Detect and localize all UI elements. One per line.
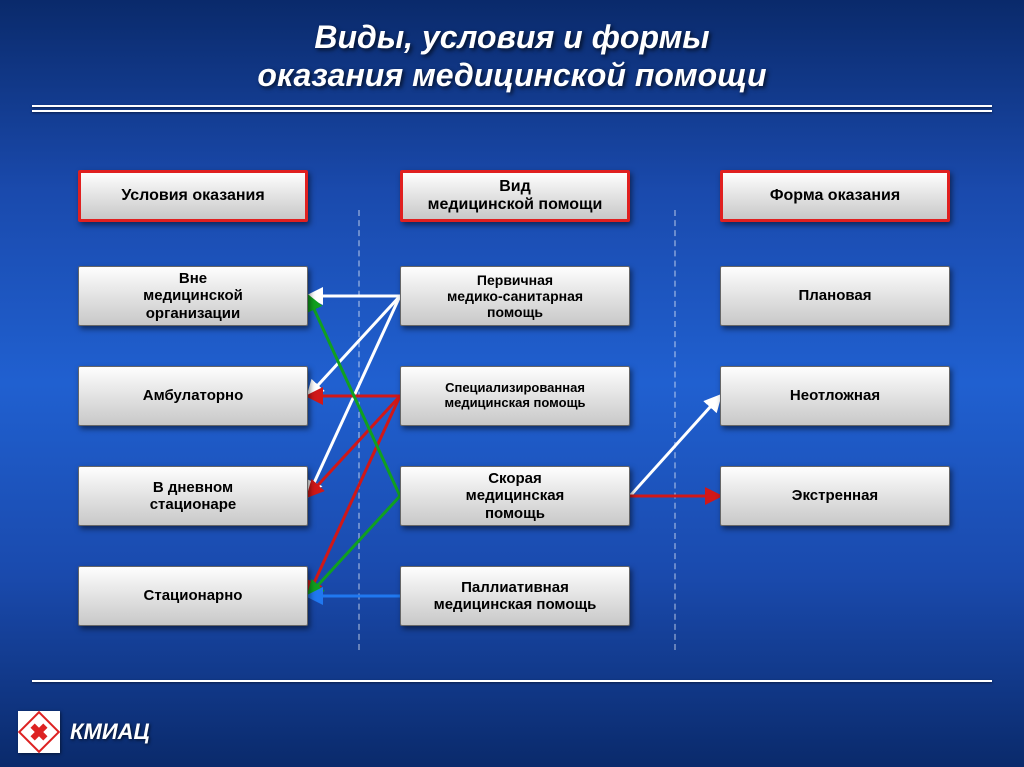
org-logo [18, 711, 60, 753]
box-inpatient-label: Стационарно [144, 587, 243, 604]
title-divider [32, 105, 992, 112]
box-specialized: Специализированная медицинская помощь [400, 366, 630, 426]
diagram-area: Условия оказания Вид медицинской помощи … [0, 140, 1024, 700]
box-primary-care-label: Первичная медико-санитарная помощь [447, 272, 583, 320]
header-type-label: Вид медицинской помощи [428, 178, 603, 215]
header-conditions: Условия оказания [78, 170, 308, 222]
header-form: Форма оказания [720, 170, 950, 222]
box-urgent-label: Неотложная [790, 387, 880, 404]
box-day-hospital-label: В дневном стационаре [150, 479, 237, 514]
box-urgent: Неотложная [720, 366, 950, 426]
box-ambulatory-label: Амбулаторно [143, 387, 244, 404]
box-day-hospital: В дневном стационаре [78, 466, 308, 526]
box-emergency-form: Экстренная [720, 466, 950, 526]
box-inpatient: Стационарно [78, 566, 308, 626]
header-type: Вид медицинской помощи [400, 170, 630, 222]
footer: КМИАЦ [18, 711, 150, 753]
slide-title: Виды, условия и формы оказания медицинск… [0, 0, 1024, 112]
org-name: КМИАЦ [70, 719, 150, 745]
box-primary-care: Первичная медико-санитарная помощь [400, 266, 630, 326]
box-palliative-label: Паллиативная медицинская помощь [434, 579, 597, 614]
title-line-2: оказания медицинской помощи [0, 56, 1024, 94]
box-outside-org: Вне медицинской организации [78, 266, 308, 326]
title-line-1: Виды, условия и формы [0, 18, 1024, 56]
box-palliative: Паллиативная медицинская помощь [400, 566, 630, 626]
header-form-label: Форма оказания [770, 187, 900, 205]
box-ambulatory: Амбулаторно [78, 366, 308, 426]
cross-icon [18, 711, 60, 753]
box-emergency-care-label: Скорая медицинская помощь [466, 470, 565, 522]
column-divider-2 [674, 210, 676, 650]
bottom-divider [32, 680, 992, 682]
box-planned: Плановая [720, 266, 950, 326]
box-specialized-label: Специализированная медицинская помощь [444, 381, 585, 411]
box-emergency-form-label: Экстренная [792, 487, 878, 504]
header-conditions-label: Условия оказания [121, 187, 264, 205]
box-emergency-care: Скорая медицинская помощь [400, 466, 630, 526]
column-divider-1 [358, 210, 360, 650]
box-outside-org-label: Вне медицинской организации [143, 270, 243, 322]
box-planned-label: Плановая [799, 287, 872, 304]
